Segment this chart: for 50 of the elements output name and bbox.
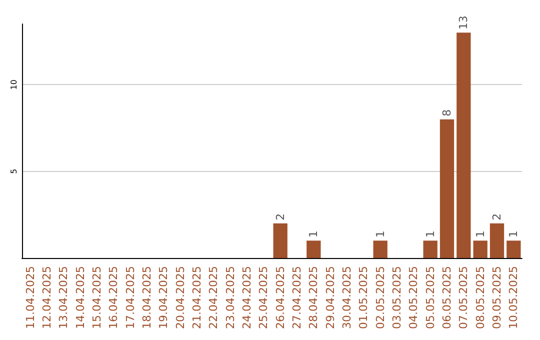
x-tick-label: 24.04.2025 bbox=[240, 266, 254, 330]
x-tick-label: 20.04.2025 bbox=[174, 266, 187, 330]
x-tick-label: 05.05.2025 bbox=[424, 266, 437, 330]
bar bbox=[373, 240, 388, 258]
x-tick-label: 08.05.2025 bbox=[474, 266, 487, 330]
x-tick-label: 12.04.2025 bbox=[40, 266, 54, 330]
x-tick-label: 21.04.2025 bbox=[190, 266, 204, 330]
bar bbox=[273, 223, 288, 258]
x-tick-label: 01.05.2025 bbox=[357, 266, 370, 330]
bar bbox=[456, 32, 471, 258]
bar bbox=[423, 240, 438, 258]
x-tick-label: 25.04.2025 bbox=[257, 266, 270, 330]
y-tick-label: 5 bbox=[10, 168, 18, 174]
x-tick-label: 30.04.2025 bbox=[340, 266, 354, 330]
x-tick-label: 15.04.2025 bbox=[90, 266, 104, 330]
x-tick-label: 13.04.2025 bbox=[57, 266, 70, 330]
bar bbox=[306, 240, 321, 258]
x-tick-label: 19.04.2025 bbox=[157, 266, 170, 330]
x-tick-label: 27.04.2025 bbox=[290, 266, 304, 330]
x-tick-label: 11.04.2025 bbox=[24, 266, 37, 330]
data-label: 1 bbox=[374, 230, 387, 238]
x-tick-label: 07.05.2025 bbox=[457, 266, 470, 330]
data-label: 1 bbox=[507, 230, 520, 238]
x-tick-label: 26.04.2025 bbox=[274, 266, 287, 330]
data-label: 1 bbox=[307, 230, 320, 238]
x-tick-label: 16.04.2025 bbox=[107, 266, 120, 330]
y-tick-label: 10 bbox=[10, 80, 18, 90]
x-tick-label: 29.04.2025 bbox=[324, 266, 337, 330]
data-label: 13 bbox=[457, 16, 470, 30]
bar bbox=[506, 240, 521, 258]
x-tick-label: 23.04.2025 bbox=[224, 266, 237, 330]
bar bbox=[473, 240, 488, 258]
x-tick-label: 06.05.2025 bbox=[440, 266, 454, 330]
data-label: 2 bbox=[490, 213, 504, 220]
data-label: 1 bbox=[474, 230, 487, 238]
data-label: 8 bbox=[440, 109, 454, 116]
x-tick-label: 03.05.2025 bbox=[390, 266, 404, 330]
data-label: 1 bbox=[424, 230, 437, 238]
bar bbox=[490, 223, 504, 258]
x-tick-label: 18.04.2025 bbox=[140, 266, 154, 330]
x-tick-label: 17.04.2025 bbox=[124, 266, 137, 330]
x-tick-label: 10.05.2025 bbox=[507, 266, 520, 330]
x-tick-label: 22.04.2025 bbox=[207, 266, 220, 330]
x-tick-label: 04.05.2025 bbox=[407, 266, 420, 330]
x-tick-label: 09.05.2025 bbox=[490, 266, 504, 330]
x-tick-label: 28.04.2025 bbox=[307, 266, 320, 330]
data-label: 2 bbox=[274, 213, 287, 220]
bar bbox=[440, 119, 454, 258]
x-tick-label: 14.04.2025 bbox=[74, 266, 87, 330]
x-tick-label: 02.05.2025 bbox=[374, 266, 387, 330]
